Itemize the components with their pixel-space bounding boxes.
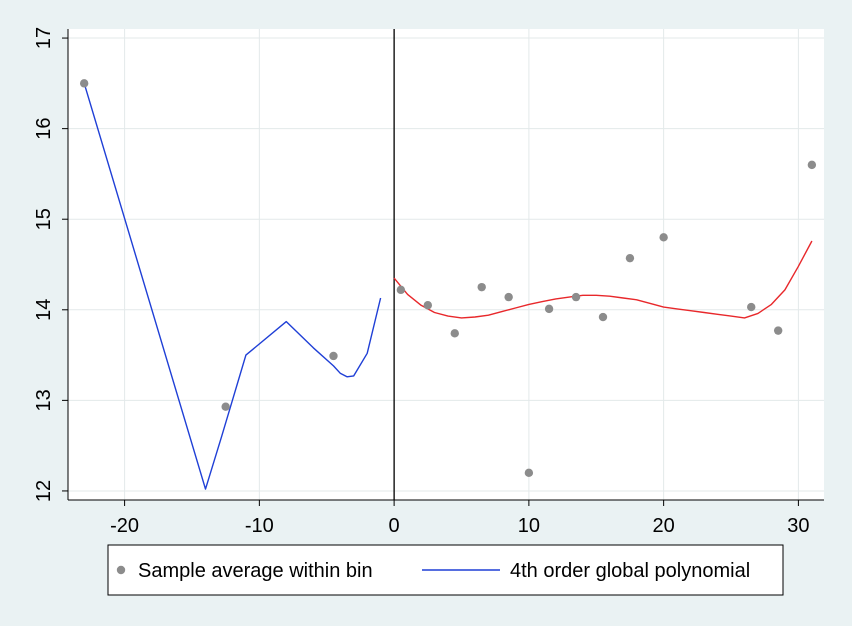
polynomial-fit-left <box>83 83 382 490</box>
data-point <box>79 79 89 88</box>
data-point <box>571 292 581 302</box>
data-point <box>659 233 668 242</box>
x-tick-label: 0 <box>389 515 400 537</box>
y-axis-ticks: 12 13 14 15 16 17 <box>33 27 68 502</box>
data-point <box>423 301 433 310</box>
x-tick-label: 20 <box>653 515 675 537</box>
data-point <box>221 402 230 411</box>
data-point <box>504 292 513 302</box>
x-tick-label: 30 <box>787 515 809 537</box>
axes <box>67 29 824 501</box>
legend: Sample average within bin 4th order glob… <box>107 544 784 596</box>
y-tick-label: 16 <box>33 118 55 140</box>
y-tick-label: 15 <box>33 208 55 230</box>
x-tick-label: -10 <box>245 515 274 537</box>
legend-point-marker <box>116 565 126 575</box>
y-tick-label: 17 <box>33 27 55 49</box>
data-point <box>747 302 756 312</box>
data-point <box>396 285 406 295</box>
y-tick-label: 12 <box>33 480 55 502</box>
x-tick-label: 10 <box>518 515 540 537</box>
data-point <box>524 468 534 478</box>
scatter-points <box>79 79 817 478</box>
legend-label-polynomial: 4th order global polynomial <box>510 560 750 582</box>
data-point <box>450 329 459 338</box>
plot-area <box>68 29 824 500</box>
data-point <box>807 160 817 170</box>
fit-lines <box>83 83 813 490</box>
data-point <box>544 304 554 314</box>
polynomial-fit-right <box>393 240 813 319</box>
x-tick-label: -20 <box>110 515 139 537</box>
y-tick-label: 14 <box>33 299 55 321</box>
data-point <box>625 253 635 263</box>
y-tick-label: 13 <box>33 389 55 411</box>
data-point <box>477 282 486 292</box>
legend-label-points: Sample average within bin <box>138 560 373 582</box>
x-axis-ticks: -20 -10 0 10 20 30 <box>110 500 810 537</box>
data-point <box>773 326 783 335</box>
data-point <box>598 312 608 322</box>
data-point <box>329 351 338 361</box>
